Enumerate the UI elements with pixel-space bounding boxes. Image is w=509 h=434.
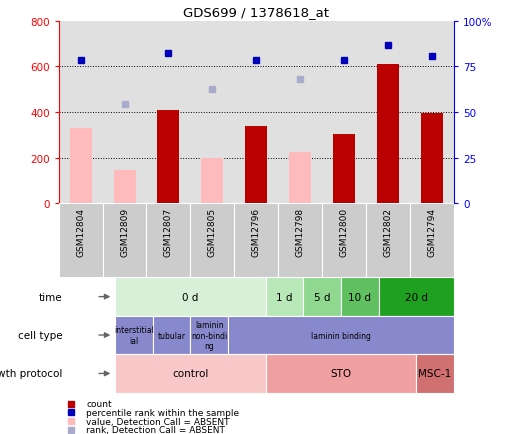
Text: value, Detection Call = ABSENT: value, Detection Call = ABSENT bbox=[86, 417, 230, 426]
Text: 20 d: 20 d bbox=[404, 292, 427, 302]
Bar bbox=[146, 204, 190, 278]
Text: GSM12794: GSM12794 bbox=[427, 208, 436, 256]
Text: cell type: cell type bbox=[18, 330, 62, 340]
Bar bbox=[190, 316, 228, 355]
Bar bbox=[102, 204, 146, 278]
Text: MSC-1: MSC-1 bbox=[417, 368, 451, 378]
Bar bbox=[289, 153, 310, 204]
Text: GSM12802: GSM12802 bbox=[383, 208, 392, 256]
Bar bbox=[115, 355, 265, 393]
Text: GSM12800: GSM12800 bbox=[339, 208, 348, 256]
Bar bbox=[114, 171, 135, 204]
Text: rank, Detection Call = ABSENT: rank, Detection Call = ABSENT bbox=[86, 425, 225, 434]
Text: 0 d: 0 d bbox=[182, 292, 198, 302]
Bar bbox=[303, 278, 341, 316]
Text: GSM12796: GSM12796 bbox=[251, 208, 260, 256]
Bar bbox=[245, 126, 267, 204]
Text: laminin
non-bindi
ng: laminin non-bindi ng bbox=[191, 320, 227, 350]
Text: control: control bbox=[172, 368, 208, 378]
Text: GSM12809: GSM12809 bbox=[120, 208, 129, 256]
Bar bbox=[415, 355, 453, 393]
Bar bbox=[157, 111, 179, 204]
Bar bbox=[365, 204, 409, 278]
Text: 5 d: 5 d bbox=[313, 292, 330, 302]
Bar bbox=[115, 278, 265, 316]
Text: GSM12798: GSM12798 bbox=[295, 208, 304, 256]
Text: laminin binding: laminin binding bbox=[310, 331, 370, 340]
Bar bbox=[70, 129, 92, 204]
Bar bbox=[265, 355, 415, 393]
Text: GSM12804: GSM12804 bbox=[76, 208, 85, 256]
Bar bbox=[322, 204, 365, 278]
Bar bbox=[376, 65, 398, 204]
Bar bbox=[278, 204, 322, 278]
Bar bbox=[234, 204, 278, 278]
Bar bbox=[190, 204, 234, 278]
Bar bbox=[265, 278, 303, 316]
Bar bbox=[115, 316, 153, 355]
Text: GSM12805: GSM12805 bbox=[208, 208, 216, 256]
Text: 1 d: 1 d bbox=[276, 292, 292, 302]
Text: 10 d: 10 d bbox=[348, 292, 371, 302]
Text: STO: STO bbox=[330, 368, 351, 378]
Text: growth protocol: growth protocol bbox=[0, 368, 62, 378]
Text: interstitial
ial: interstitial ial bbox=[114, 326, 154, 345]
Bar bbox=[201, 158, 223, 204]
Bar bbox=[59, 204, 102, 278]
Text: percentile rank within the sample: percentile rank within the sample bbox=[86, 408, 239, 417]
Bar bbox=[409, 204, 453, 278]
Bar bbox=[332, 135, 354, 204]
Bar bbox=[341, 278, 378, 316]
Bar bbox=[228, 316, 453, 355]
Text: tubular: tubular bbox=[157, 331, 185, 340]
Bar bbox=[378, 278, 453, 316]
Text: count: count bbox=[86, 399, 111, 408]
Text: time: time bbox=[39, 292, 62, 302]
Bar bbox=[420, 114, 442, 204]
Title: GDS699 / 1378618_at: GDS699 / 1378618_at bbox=[183, 6, 329, 19]
Bar bbox=[153, 316, 190, 355]
Text: GSM12807: GSM12807 bbox=[163, 208, 173, 256]
